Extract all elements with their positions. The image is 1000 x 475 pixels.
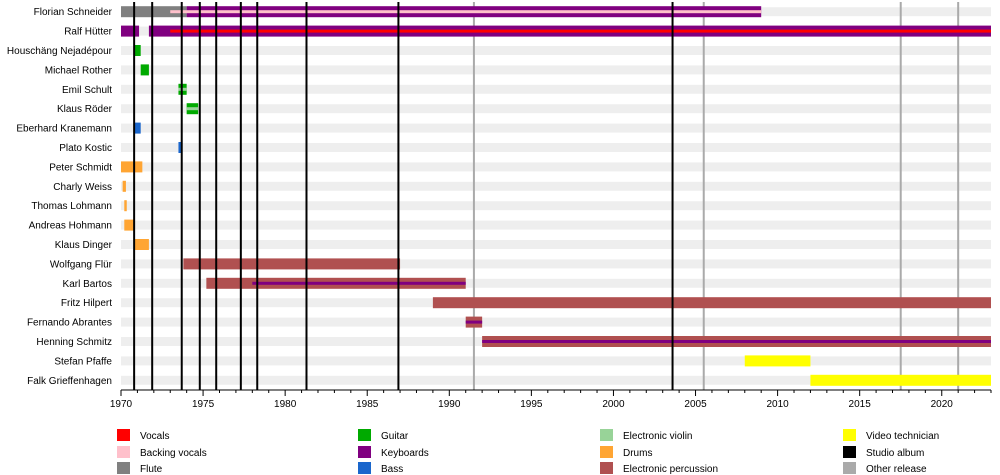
- x-tick-label: 1985: [356, 399, 379, 410]
- bar-plato-kostic-bass: [178, 142, 182, 153]
- bar-florian-schneider-flute: [121, 6, 187, 18]
- member-label: Fernando Abrantes: [27, 318, 112, 329]
- legend-swatch-electronic-violin: [600, 429, 613, 441]
- legend-label-guitar: Guitar: [381, 431, 409, 442]
- legend-swatch-flute: [117, 462, 130, 474]
- row-background: [121, 317, 991, 327]
- bar-peter-schmidt-drums: [121, 161, 143, 173]
- x-tick-label: 1990: [438, 399, 461, 410]
- bar-andreas-hohmann-drums: [124, 219, 135, 231]
- bar-thomas-lohmann-drums: [124, 200, 127, 212]
- row-background: [121, 46, 991, 55]
- bar-stefan-pfaffe-video-technician: [744, 355, 811, 367]
- row-background: [121, 65, 991, 75]
- legend-label-bass: Bass: [381, 464, 403, 475]
- member-label: Ralf Hütter: [64, 27, 112, 38]
- x-tick-label: 1970: [110, 399, 133, 410]
- row-background: [121, 104, 991, 114]
- row-background: [121, 162, 991, 172]
- bar-henning-schmitz-keyboards-stripe: [482, 340, 991, 343]
- bar-falk-grieffenhagen-video-technician: [810, 374, 991, 386]
- bar-wolfgang-flur-electronic-percussion: [183, 258, 401, 270]
- legend-label-vocals: Vocals: [140, 431, 169, 442]
- bar-houschang-nejadepour-guitar: [134, 45, 141, 56]
- x-tick-label: 2010: [766, 399, 789, 410]
- row-background: [121, 84, 991, 94]
- x-tick-label: 1980: [274, 399, 297, 410]
- legend-swatch-bass: [358, 462, 371, 474]
- row-background: [121, 123, 991, 133]
- x-tick-label: 1995: [520, 399, 543, 410]
- legend-swatch-studio-album: [843, 446, 856, 458]
- legend-swatch-video-technician: [843, 429, 856, 441]
- member-label: Klaus Dinger: [55, 240, 113, 251]
- legend-swatch-vocals: [117, 429, 130, 441]
- x-tick-label: 2020: [931, 399, 954, 410]
- legend-label-other-release: Other release: [866, 464, 927, 475]
- member-label: Klaus Röder: [57, 104, 113, 115]
- member-label: Andreas Hohmann: [29, 221, 112, 232]
- bar-fernando-abrantes-keyboards-stripe: [465, 320, 483, 324]
- row-background: [121, 201, 991, 211]
- legend-label-electronic-violin: Electronic violin: [623, 431, 692, 442]
- row-background: [121, 278, 991, 288]
- member-label: Emil Schult: [62, 85, 112, 96]
- member-label: Wolfgang Flür: [50, 259, 113, 270]
- legend-swatch-electronic-percussion: [600, 462, 613, 474]
- row-background: [121, 220, 991, 230]
- x-tick-label: 2005: [684, 399, 707, 410]
- member-label: Houschäng Nejadépour: [7, 46, 113, 57]
- legend-label-keyboards: Keyboards: [381, 448, 429, 459]
- x-tick-label: 2000: [602, 399, 625, 410]
- bar-michael-rother-guitar: [140, 64, 149, 76]
- member-label: Charly Weiss: [53, 182, 112, 193]
- member-label: Peter Schmidt: [49, 162, 112, 173]
- legend-label-backing-vocals: Backing vocals: [140, 448, 207, 459]
- bar-fritz-hilpert-electronic-percussion: [432, 297, 991, 309]
- bar-eberhard-kranemann-bass: [134, 122, 141, 134]
- bar-charly-weiss-drums: [122, 180, 126, 192]
- member-label: Falk Grieffenhagen: [27, 376, 112, 387]
- row-background: [121, 181, 991, 191]
- legend-label-video-technician: Video technician: [866, 431, 939, 442]
- bar-karl-bartos-keyboards-stripe: [252, 281, 466, 285]
- legend-label-drums: Drums: [623, 448, 652, 459]
- member-label: Michael Rother: [45, 65, 113, 76]
- member-label: Florian Schneider: [34, 7, 113, 18]
- legend-swatch-keyboards: [358, 446, 371, 458]
- bar-klaus-dinger-drums: [134, 239, 149, 250]
- legend-swatch-other-release: [843, 462, 856, 474]
- member-label: Plato Kostic: [59, 143, 112, 154]
- bar-florian-schneider-backing-vocals-stripe: [170, 10, 762, 14]
- x-tick-label: 1975: [192, 399, 215, 410]
- row-background: [121, 356, 991, 366]
- legend-label-flute: Flute: [140, 464, 163, 475]
- legend-label-electronic-percussion: Electronic percussion: [623, 464, 718, 475]
- legend-swatch-guitar: [358, 429, 371, 441]
- member-label: Stefan Pfaffe: [54, 356, 112, 367]
- row-background: [121, 240, 991, 249]
- x-tick-label: 2015: [849, 399, 872, 410]
- bar-ralf-hutter-vocals-stripe: [170, 29, 991, 33]
- legend-label-studio-album: Studio album: [866, 448, 924, 459]
- row-background: [121, 259, 991, 269]
- member-label: Henning Schmitz: [36, 337, 112, 348]
- member-label: Fritz Hilpert: [61, 298, 112, 309]
- row-background: [121, 143, 991, 152]
- legend-swatch-drums: [600, 446, 613, 458]
- legend-swatch-backing-vocals: [117, 446, 130, 458]
- bar-klaus-roder-electronic-violin-stripe: [186, 107, 199, 111]
- member-label: Karl Bartos: [63, 279, 112, 290]
- member-label: Thomas Lohmann: [31, 201, 112, 212]
- row-background: [121, 375, 991, 385]
- bar-ralf-hutter-keyboards: [121, 25, 140, 37]
- member-label: Eberhard Kranemann: [16, 124, 112, 135]
